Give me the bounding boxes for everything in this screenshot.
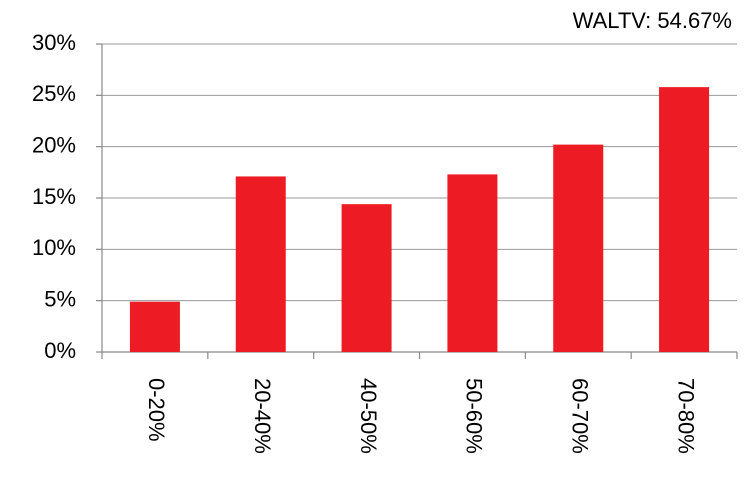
annotation: WALTV: 54.67% bbox=[573, 8, 732, 33]
y-tick-label: 20% bbox=[32, 132, 76, 157]
x-tick-label: 0-20% bbox=[144, 378, 169, 442]
bar bbox=[447, 174, 498, 352]
x-tick-label: 50-60% bbox=[462, 378, 487, 454]
bar bbox=[341, 204, 392, 352]
x-tick-label: 20-40% bbox=[250, 378, 275, 454]
y-tick-label: 25% bbox=[32, 81, 76, 106]
y-tick-label: 15% bbox=[32, 184, 76, 209]
x-tick-label: 70-80% bbox=[673, 378, 698, 454]
y-tick-label: 5% bbox=[44, 286, 76, 311]
x-tick-label: 60-70% bbox=[567, 378, 592, 454]
bar bbox=[659, 87, 710, 353]
y-tick-label: 30% bbox=[32, 30, 76, 55]
bar bbox=[129, 301, 180, 352]
x-tick-label: 40-50% bbox=[356, 378, 381, 454]
bar bbox=[235, 176, 286, 352]
bar bbox=[553, 144, 604, 352]
y-tick-label: 10% bbox=[32, 235, 76, 260]
y-tick-label: 0% bbox=[44, 338, 76, 363]
